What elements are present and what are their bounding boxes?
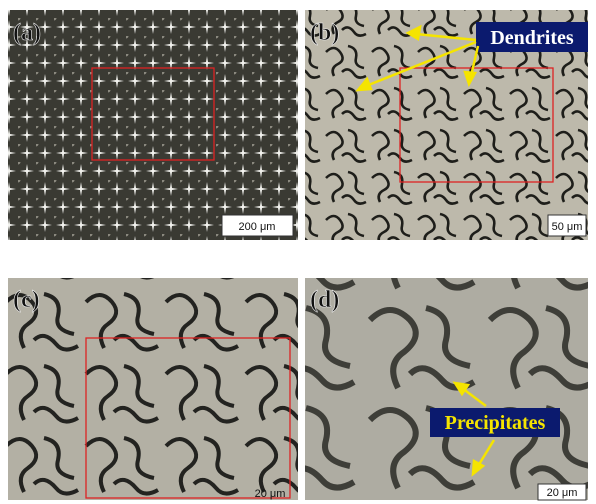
micrograph <box>8 278 298 500</box>
panel-label: (b) <box>310 20 339 46</box>
page: {"panels": [ {"label": "(a)", "scale_bar… <box>0 0 596 504</box>
annotation: Dendrites <box>490 27 574 49</box>
scale-label: 20 μm <box>255 488 286 500</box>
micrograph <box>305 278 588 500</box>
panel-label: (d) <box>310 287 339 313</box>
scale-label: 50 μm <box>552 221 583 233</box>
panel-a: (a) 200 μm <box>8 10 298 240</box>
panel-label: (a) <box>13 20 41 46</box>
scale-label: 200 μm <box>239 221 276 233</box>
panel-c: (c) 20 μm <box>8 278 298 500</box>
panel-label: (c) <box>13 287 40 313</box>
figure: (a) 200 μm (b) Dendrites 50 μm (c) 20 μm… <box>0 0 596 504</box>
micrograph <box>8 10 298 240</box>
annotation: Precipitates <box>445 412 546 434</box>
scale-label: 20 μm <box>547 487 578 499</box>
panel-d: (d) Precipitates 20 μm <box>305 278 588 500</box>
panel-b: (b) Dendrites 50 μm <box>305 10 588 240</box>
